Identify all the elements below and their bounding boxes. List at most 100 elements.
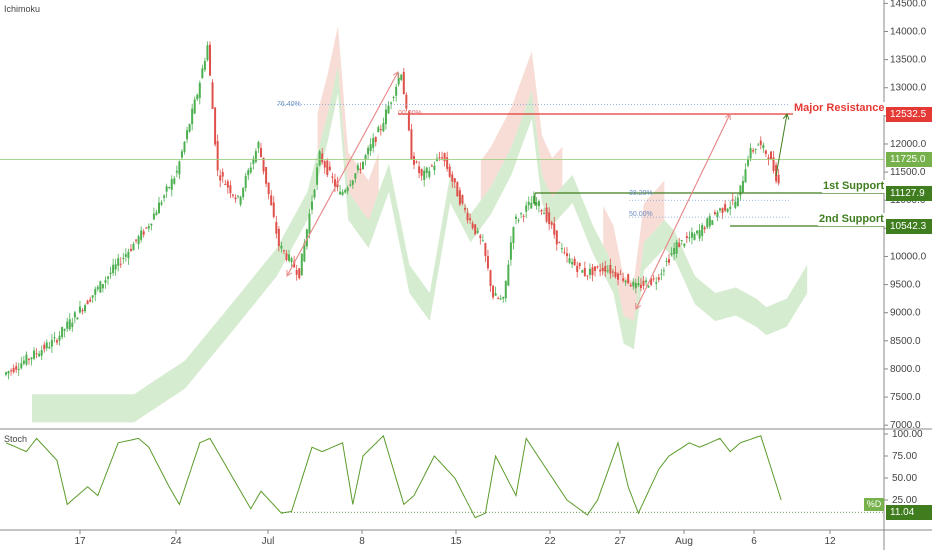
stoch-tick-label: 75.00 xyxy=(892,451,917,462)
candle-body xyxy=(5,372,7,375)
candle-body xyxy=(40,350,43,356)
candle-body xyxy=(578,262,581,267)
candle-body xyxy=(614,271,617,278)
candle-body xyxy=(300,253,303,276)
candle-body xyxy=(22,360,25,364)
projection-arrow xyxy=(775,113,788,177)
candle-body xyxy=(685,236,688,239)
candle-body xyxy=(757,144,760,146)
candle-body xyxy=(456,182,459,197)
candle-body xyxy=(741,181,744,193)
candle-body xyxy=(91,295,94,298)
price-tag-1: 11725.0 xyxy=(886,152,932,168)
x-tick-label: 22 xyxy=(544,536,556,547)
candle-body xyxy=(395,86,398,96)
candle-body xyxy=(563,252,566,254)
candle-body xyxy=(711,220,714,225)
candle-body xyxy=(193,99,196,114)
y-tick-label: 8000.0 xyxy=(890,364,921,375)
candle-body xyxy=(481,240,484,242)
candle-body xyxy=(486,256,489,269)
candle-body xyxy=(384,109,387,124)
candle-body xyxy=(418,166,421,173)
candle-body xyxy=(683,243,686,247)
candle-body xyxy=(224,183,227,185)
candle-body xyxy=(165,186,168,192)
candle-body xyxy=(328,166,331,171)
candle-body xyxy=(560,248,563,250)
candle-body xyxy=(379,129,382,131)
candle-body xyxy=(237,195,240,197)
candle-body xyxy=(535,202,538,206)
candle-body xyxy=(469,218,472,221)
candle-body xyxy=(734,201,737,208)
candle-body xyxy=(231,194,234,196)
candle-body xyxy=(33,350,36,359)
price-tag-2: 11127.9 xyxy=(886,186,932,202)
candle-body xyxy=(673,248,676,255)
candle-body xyxy=(724,203,727,211)
candle-body xyxy=(504,280,507,299)
candle-body xyxy=(318,151,321,166)
candle-body xyxy=(772,157,775,171)
candle-body xyxy=(326,160,329,176)
candle-body xyxy=(466,212,469,221)
candle-body xyxy=(94,288,97,295)
candle-body xyxy=(61,326,64,338)
candle-body xyxy=(303,243,306,262)
fib-label-38: 38.20% xyxy=(629,190,653,197)
candle-body xyxy=(555,230,558,245)
candle-body xyxy=(471,223,474,229)
candle-body xyxy=(706,218,709,228)
candle-body xyxy=(632,281,635,287)
candle-body xyxy=(229,185,232,194)
candle-body xyxy=(282,250,285,252)
x-tick-label: 24 xyxy=(170,536,182,547)
candle-body xyxy=(180,151,183,158)
candle-body xyxy=(349,184,352,186)
stoch-line xyxy=(5,434,782,519)
candle-body xyxy=(73,312,76,318)
candle-body xyxy=(515,216,517,219)
candle-body xyxy=(428,170,431,177)
candle-body xyxy=(219,175,222,181)
candle-body xyxy=(71,322,74,328)
candle-body xyxy=(63,329,66,331)
candle-body xyxy=(311,201,313,210)
candle-body xyxy=(423,170,426,180)
candle-body xyxy=(382,122,385,132)
candle-body xyxy=(270,195,273,206)
candle-body xyxy=(464,207,466,210)
candle-body xyxy=(448,166,451,177)
candle-body xyxy=(209,44,211,76)
candle-body xyxy=(346,187,349,192)
y-tick-label: 10000.0 xyxy=(890,251,927,262)
ichimoku-cloud-bearish xyxy=(480,51,563,201)
candle-body xyxy=(701,224,704,236)
candle-body xyxy=(7,371,10,374)
candle-body xyxy=(104,280,107,283)
candle-body xyxy=(173,178,176,184)
candle-body xyxy=(374,137,377,142)
candle-body xyxy=(617,273,619,280)
swing-arrow-down xyxy=(286,71,399,277)
candle-body xyxy=(53,337,56,339)
candle-body xyxy=(622,278,625,281)
candle-body xyxy=(499,298,502,300)
candle-body xyxy=(221,172,224,177)
candle-body xyxy=(678,242,681,248)
candle-body xyxy=(135,239,138,241)
candle-body xyxy=(377,127,380,133)
candle-body xyxy=(716,212,719,217)
candle-body xyxy=(530,202,533,209)
candle-body xyxy=(239,196,242,205)
candle-body xyxy=(509,242,512,260)
y-tick-label: 13500.0 xyxy=(890,55,927,66)
candle-body xyxy=(356,165,359,171)
candle-body xyxy=(188,124,191,132)
candle-body xyxy=(277,228,280,247)
y-tick-label: 9500.0 xyxy=(890,280,921,291)
candle-body xyxy=(163,195,166,198)
candle-body xyxy=(670,253,673,255)
